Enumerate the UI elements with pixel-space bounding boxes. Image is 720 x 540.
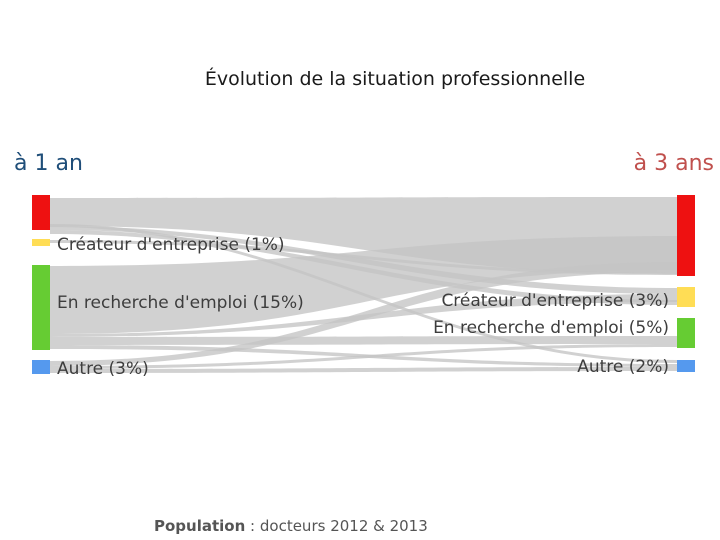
right-node-autre	[677, 360, 695, 372]
footnote-text: docteurs 2012 & 2013	[259, 517, 428, 535]
right-column-header: à 3 ans	[633, 151, 714, 176]
left-node-createur	[32, 239, 50, 246]
left-nodes	[32, 195, 50, 374]
flow-recherche-to-recherche	[50, 336, 677, 345]
left-label-autre: Autre (3%)	[57, 359, 149, 379]
left-node-recherche	[32, 265, 50, 350]
right-label-createur: Créateur d'entreprise (3%)	[441, 291, 669, 311]
chart-title: Évolution de la situation professionnell…	[204, 68, 586, 90]
footnote-separator: :	[245, 517, 260, 535]
left-node-emploi	[32, 195, 50, 230]
flow-autre-to-emploi	[50, 262, 677, 366]
right-node-emploi	[677, 195, 695, 276]
left-label-createur: Créateur d'entreprise (1%)	[57, 235, 285, 255]
sankey-flows	[50, 197, 677, 373]
node-labels: Créateur d'entreprise (1%) En recherche …	[57, 235, 669, 379]
right-label-recherche: En recherche d'emploi (5%)	[433, 318, 669, 338]
population-footnote: Population : docteurs 2012 & 2013	[154, 517, 428, 535]
right-node-createur	[677, 287, 695, 307]
left-label-recherche: En recherche d'emploi (15%)	[57, 293, 304, 313]
flow-recherche-to-emploi	[50, 236, 677, 334]
right-nodes	[677, 195, 695, 372]
right-label-autre: Autre (2%)	[577, 357, 669, 377]
footnote-label: Population	[154, 517, 246, 535]
left-column-header: à 1 an	[14, 151, 83, 176]
flow-autre-to-recherche	[50, 344, 677, 369]
left-node-autre	[32, 360, 50, 374]
right-node-recherche	[677, 318, 695, 348]
flow-autre-to-autre	[50, 367, 677, 373]
